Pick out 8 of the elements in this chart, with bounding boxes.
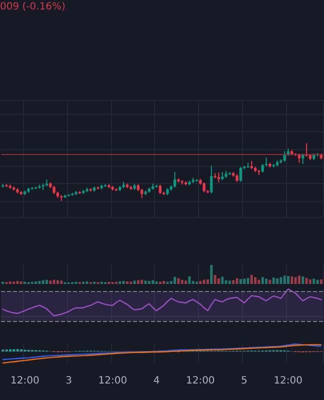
x-tick-label: 12:00 bbox=[10, 376, 40, 386]
text: 009 (-0.16%) bbox=[0, 2, 66, 12]
x-tick-label: 12:00 bbox=[186, 376, 215, 386]
x-tick-label: 12:00 bbox=[274, 376, 303, 386]
x-tick-label: 12:00 bbox=[98, 376, 128, 386]
x-tick-label: 4 bbox=[153, 376, 160, 386]
x-tick-label: 3 bbox=[66, 376, 72, 386]
x-tick-label: 5 bbox=[241, 376, 248, 386]
